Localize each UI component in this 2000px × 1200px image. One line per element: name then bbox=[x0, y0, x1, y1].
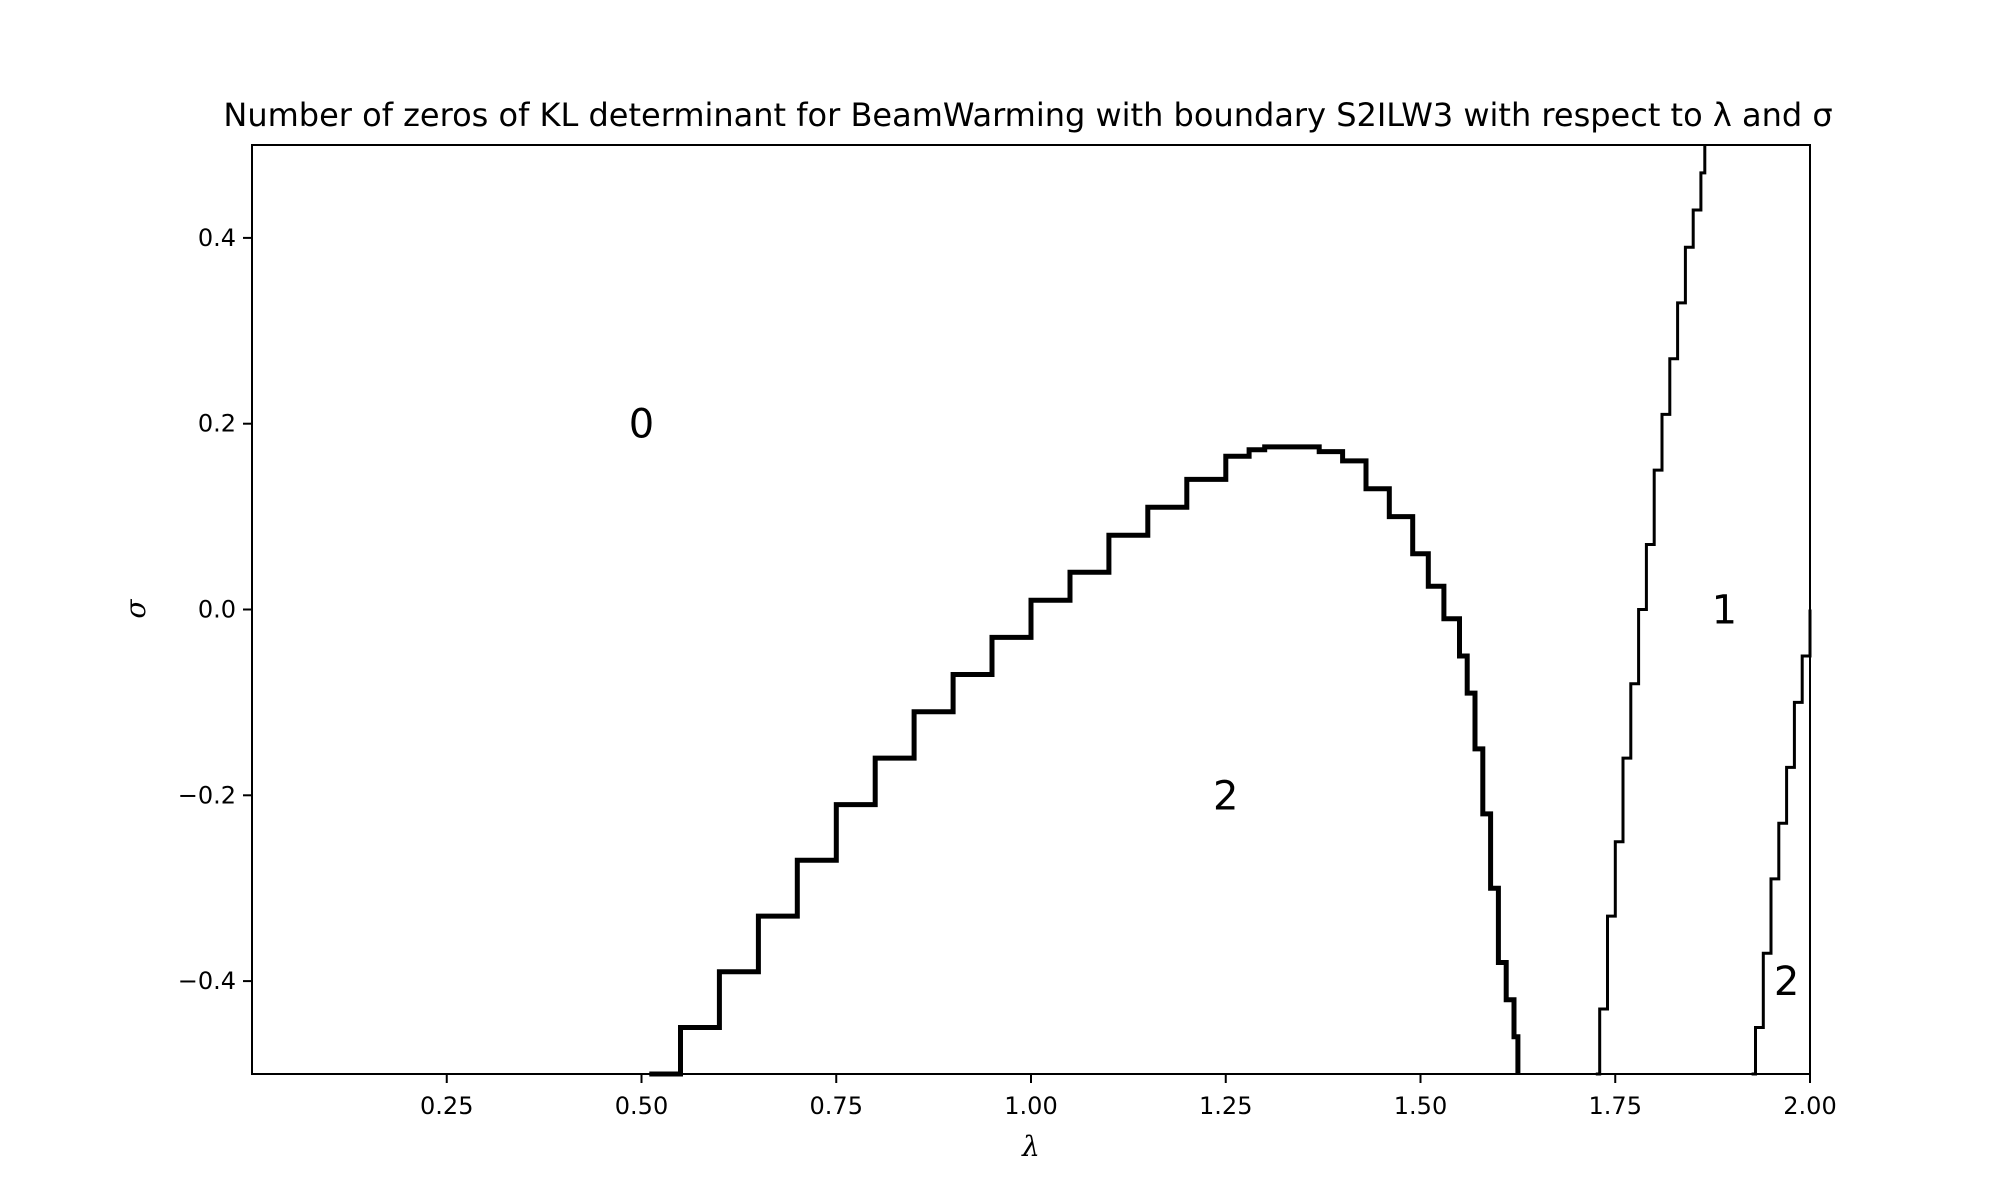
chart-title: Number of zeros of KL determinant for Be… bbox=[223, 96, 1832, 134]
region-label-2: 2 bbox=[1213, 773, 1238, 819]
x-axis-label: λ bbox=[1021, 1130, 1040, 1163]
y-tick-label: 0.4 bbox=[198, 224, 236, 252]
x-tick-label: 1.25 bbox=[1199, 1092, 1252, 1120]
x-tick-label: 2.00 bbox=[1783, 1092, 1836, 1120]
y-axis: −0.4 −0.2 0.0 0.2 0.4 bbox=[178, 224, 252, 995]
y-tick-label: 0.2 bbox=[198, 410, 236, 438]
x-tick-label: 1.50 bbox=[1394, 1092, 1447, 1120]
x-tick-label: 1.00 bbox=[1004, 1092, 1057, 1120]
contour-line-2 bbox=[1595, 145, 1707, 1076]
region-labels: 0 2 1 2 bbox=[629, 402, 1800, 1005]
x-tick-label: 0.25 bbox=[420, 1092, 473, 1120]
y-tick-label: 0.0 bbox=[198, 596, 236, 624]
region-label-4: 2 bbox=[1774, 959, 1799, 1005]
x-tick-label: 0.75 bbox=[810, 1092, 863, 1120]
y-tick-label: −0.2 bbox=[178, 781, 236, 809]
x-tick-label: 1.75 bbox=[1589, 1092, 1642, 1120]
contour-line-1 bbox=[649, 444, 1521, 1077]
series-layer bbox=[649, 145, 1812, 1077]
y-tick-label: −0.4 bbox=[178, 967, 236, 995]
region-label-3: 1 bbox=[1712, 588, 1737, 634]
region-label-1: 0 bbox=[629, 402, 654, 448]
x-axis: 0.25 0.50 0.75 1.00 1.25 1.50 1.75 2.00 bbox=[420, 1074, 1837, 1120]
y-axis-label: σ bbox=[119, 599, 152, 619]
x-tick-label: 0.50 bbox=[615, 1092, 668, 1120]
contour-line-3 bbox=[1751, 609, 1812, 1076]
